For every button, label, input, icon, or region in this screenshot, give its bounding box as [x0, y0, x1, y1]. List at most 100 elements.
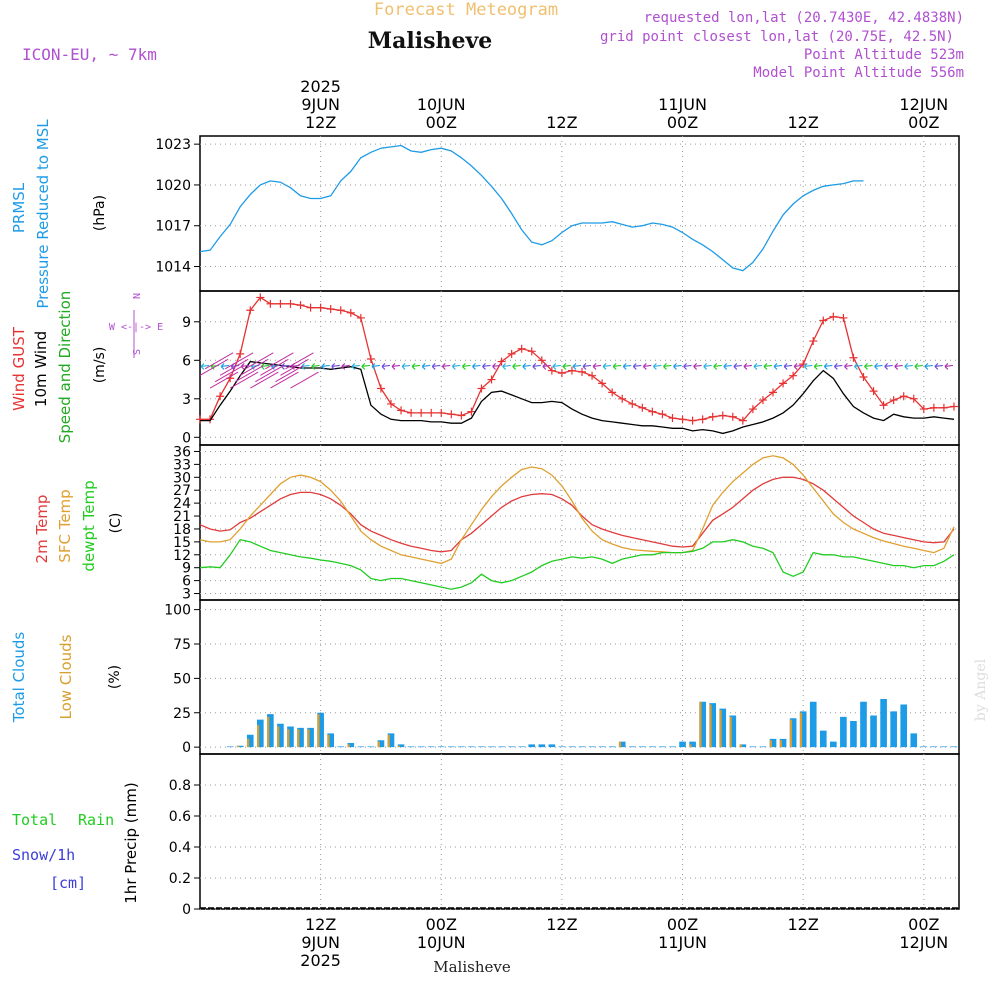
total-clouds-bar [528, 744, 536, 748]
total-clouds-bar [840, 716, 847, 748]
wind-arrow [844, 363, 853, 370]
total-clouds-bar [699, 701, 706, 748]
temp-unit: (C) [108, 513, 124, 534]
gust-marker [417, 408, 426, 417]
y-tick-label: 27 [173, 483, 191, 499]
gust-marker [467, 407, 476, 416]
low-clouds-bar [307, 729, 310, 748]
total-clouds-bar [618, 741, 626, 748]
pressure-frame [199, 135, 960, 292]
prmsl-label: PRMSL [10, 182, 28, 233]
wind-arrow [441, 363, 451, 370]
gust-marker [728, 412, 737, 421]
total-clouds-bar [226, 746, 234, 748]
y-tick-label: 0.4 [169, 840, 191, 856]
bottom-time-label: 9JUN [301, 933, 340, 952]
wind-arrow [612, 363, 622, 370]
wind-arrow [793, 363, 803, 370]
total-clouds-bar [578, 746, 586, 748]
total-clouds-bar [437, 746, 445, 748]
bottom-time-label: 2025 [300, 951, 341, 970]
wind-arrow [542, 363, 551, 370]
total-clouds-bar [307, 727, 314, 748]
gust-marker [356, 313, 365, 322]
y-tick-label: 50 [173, 671, 191, 687]
wind-arrow [592, 363, 602, 370]
wind-arrow [361, 363, 370, 370]
gust-marker [668, 414, 677, 423]
top-time-label: 9JUN [301, 95, 340, 114]
model-label: ICON-EU, ~ 7km [22, 45, 157, 64]
gridpoint-coords: grid point closest lon,lat (20.75E, 42.5… [600, 29, 954, 45]
y-tick-label: 36 [173, 444, 191, 460]
y-tick-label: 0 [182, 902, 191, 918]
low-clouds-bar [709, 704, 712, 748]
wind-arrow [813, 363, 823, 370]
wind-arrow [421, 363, 431, 370]
wind-arrow [723, 363, 732, 370]
y-tick-label: 6 [182, 574, 191, 590]
y-tick-label: 3 [182, 392, 191, 408]
total-clouds-bar [397, 744, 405, 748]
wind-arrow [275, 365, 304, 383]
y-tick-label: 24 [173, 496, 191, 512]
gust-marker [427, 408, 436, 417]
total-clouds-bar [628, 746, 636, 748]
wind-arrow [552, 363, 561, 370]
wind-arrow [431, 363, 441, 370]
gust-marker [567, 366, 576, 375]
low-clouds-label: Low Clouds [57, 634, 75, 719]
low-clouds-bar [618, 741, 622, 748]
gust-marker [628, 399, 637, 408]
total-clouds-bar [468, 746, 475, 748]
temp-dew-label: dewpt Temp [80, 480, 98, 571]
wind-arrow [331, 363, 340, 370]
wind-arrow [209, 371, 239, 389]
gust-marker [809, 337, 818, 346]
total-clouds-bar [689, 741, 696, 748]
compass-we: W <-|-> E [109, 322, 163, 333]
gust-marker [899, 392, 908, 401]
total-clouds-bar [357, 746, 365, 748]
temperature-frame [199, 444, 960, 601]
wind-arrow [562, 363, 572, 370]
total-clouds-bar [518, 746, 526, 748]
wind-arrow [229, 371, 259, 389]
compass-south: S [132, 349, 143, 355]
total-clouds-bar [327, 733, 335, 748]
total-clouds-bar [870, 715, 877, 748]
wind-arrow [311, 363, 320, 370]
gust-marker [769, 388, 778, 397]
wind-arrow [733, 363, 742, 370]
gust-marker [296, 301, 305, 310]
bottom-time-label: 12JUN [899, 933, 948, 952]
total-clouds-bar [910, 733, 918, 748]
low-clouds-bar [377, 741, 380, 748]
pressure-unit: (hPa) [92, 195, 108, 231]
y-tick-label: 25 [173, 706, 191, 722]
bottom-time-label: 12Z [546, 915, 577, 934]
wind-arrow [673, 363, 682, 370]
total-clouds-bar [478, 746, 485, 748]
wind-arrow [693, 363, 702, 370]
low-clouds-bar [267, 716, 270, 748]
top-time-label: 2025 [300, 77, 341, 96]
wind-unit: (m/s) [92, 347, 108, 384]
bottom-time-label: 00Z [667, 915, 698, 934]
total-clouds-bar [830, 741, 837, 748]
wind-gust-label: Wind GUST [10, 326, 28, 411]
gust-marker [758, 396, 767, 405]
total-clouds-bar [568, 746, 576, 748]
snow-label: Snow/1h [12, 846, 75, 864]
gust-marker [316, 303, 325, 312]
gust-marker [397, 406, 406, 415]
low-clouds-bar [347, 744, 350, 748]
top-time-label: 11JUN [658, 95, 707, 114]
gust-marker [779, 379, 788, 388]
total-clouds-bar [920, 746, 928, 748]
total-clouds-bar [819, 730, 827, 748]
wind-arrow [280, 358, 309, 376]
gust-marker [236, 349, 245, 358]
y-tick-label: 30 [173, 470, 191, 486]
